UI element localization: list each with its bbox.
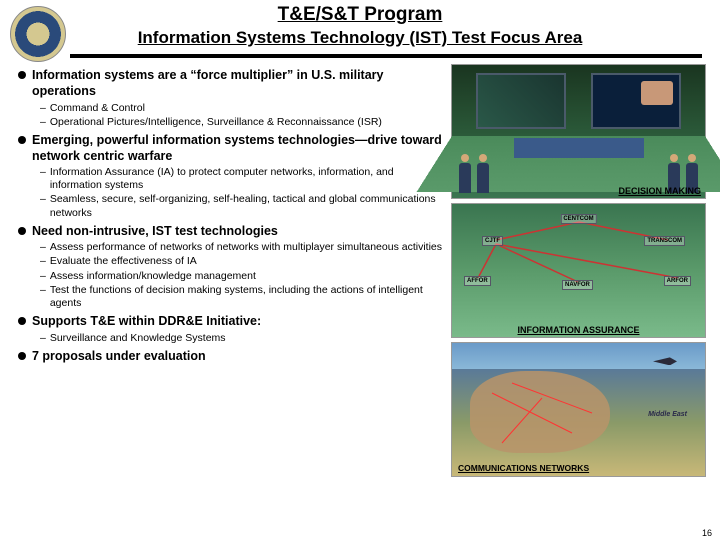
network-node: ARFOR <box>664 276 691 286</box>
sub-text: Assess information/knowledge management <box>50 270 256 283</box>
region-label: Middle East <box>648 411 687 418</box>
panel-label: INFORMATION ASSURANCE <box>518 325 640 335</box>
sub-item: –Assess performance of networks of netwo… <box>40 241 443 254</box>
bullet-dot-icon <box>18 71 26 79</box>
sub-text: Command & Control <box>50 102 145 115</box>
bullet-item: Supports T&E within DDR&E Initiative: <box>18 314 443 330</box>
bullet-dot-icon <box>18 227 26 235</box>
content-area: Information systems are a “force multipl… <box>0 64 720 481</box>
page-number: 16 <box>702 528 712 538</box>
decision-making-panel: DECISION MAKING <box>451 64 706 199</box>
sub-item: –Surveillance and Knowledge Systems <box>40 332 443 345</box>
sky-graphic <box>452 343 705 369</box>
dash-icon: – <box>40 270 46 283</box>
network-node: NAVFOR <box>562 280 593 290</box>
network-node: CJTF <box>482 236 503 246</box>
sub-text: Evaluate the effectiveness of IA <box>50 255 197 268</box>
dash-icon: – <box>40 166 46 192</box>
graphics-column: DECISION MAKING CENTCOM CJTF TRANSCOM AF… <box>443 64 706 481</box>
sub-item: –Seamless, secure, self-organizing, self… <box>40 193 443 219</box>
page-title: T&E/S&T Program <box>0 4 720 26</box>
bullet-dot-icon <box>18 317 26 325</box>
header: T&E/S&T Program Information Systems Tech… <box>0 0 720 50</box>
dash-icon: – <box>40 332 46 345</box>
bullet-item: 7 proposals under evaluation <box>18 349 443 365</box>
bullet-text: Need non-intrusive, IST test technologie… <box>32 224 278 240</box>
bullet-item: Emerging, powerful information systems t… <box>18 133 443 164</box>
header-divider <box>70 54 702 58</box>
bullet-dot-icon <box>18 352 26 360</box>
terrain-map-icon <box>470 371 610 453</box>
sub-text: Surveillance and Knowledge Systems <box>50 332 226 345</box>
bullet-dot-icon <box>18 136 26 144</box>
network-node: AFFOR <box>464 276 491 286</box>
sub-text: Assess performance of networks of networ… <box>50 241 442 254</box>
bullet-item: Need non-intrusive, IST test technologie… <box>18 224 443 240</box>
sub-text: Test the functions of decision making sy… <box>50 284 443 310</box>
sub-item: –Command & Control <box>40 102 443 115</box>
bullet-column: Information systems are a “force multipl… <box>18 64 443 481</box>
sub-text: Seamless, secure, self-organizing, self-… <box>50 193 443 219</box>
dash-icon: – <box>40 255 46 268</box>
wall-screen-icon <box>591 73 681 129</box>
org-seal-icon <box>10 6 66 62</box>
bullet-text: Supports T&E within DDR&E Initiative: <box>32 314 261 330</box>
dash-icon: – <box>40 284 46 310</box>
sub-item: –Assess information/knowledge management <box>40 270 443 283</box>
bullet-text: Emerging, powerful information systems t… <box>32 133 443 164</box>
sub-text: Operational Pictures/Intelligence, Surve… <box>50 116 382 129</box>
dash-icon: – <box>40 241 46 254</box>
network-node: TRANSCOM <box>644 236 685 246</box>
dash-icon: – <box>40 193 46 219</box>
bullet-item: Information systems are a “force multipl… <box>18 68 443 99</box>
person-icon <box>476 154 490 196</box>
desk-graphic <box>514 138 644 158</box>
sub-item: –Test the functions of decision making s… <box>40 284 443 310</box>
panel-label: COMMUNICATIONS NETWORKS <box>458 463 589 473</box>
dash-icon: – <box>40 102 46 115</box>
sub-item: –Information Assurance (IA) to protect c… <box>40 166 443 192</box>
bullet-text: Information systems are a “force multipl… <box>32 68 443 99</box>
wall-screen-icon <box>476 73 566 129</box>
network-node: CENTCOM <box>560 214 596 224</box>
panel-label: DECISION MAKING <box>618 186 701 196</box>
dash-icon: – <box>40 116 46 129</box>
page-subtitle: Information Systems Technology (IST) Tes… <box>0 28 720 48</box>
information-assurance-panel: CENTCOM CJTF TRANSCOM AFFOR NAVFOR ARFOR… <box>451 203 706 338</box>
sub-item: –Evaluate the effectiveness of IA <box>40 255 443 268</box>
bullet-text: 7 proposals under evaluation <box>32 349 206 365</box>
sub-item: –Operational Pictures/Intelligence, Surv… <box>40 116 443 129</box>
sub-text: Information Assurance (IA) to protect co… <box>50 166 443 192</box>
person-icon <box>458 154 472 196</box>
communications-networks-panel: Middle East COMMUNICATIONS NETWORKS <box>451 342 706 477</box>
